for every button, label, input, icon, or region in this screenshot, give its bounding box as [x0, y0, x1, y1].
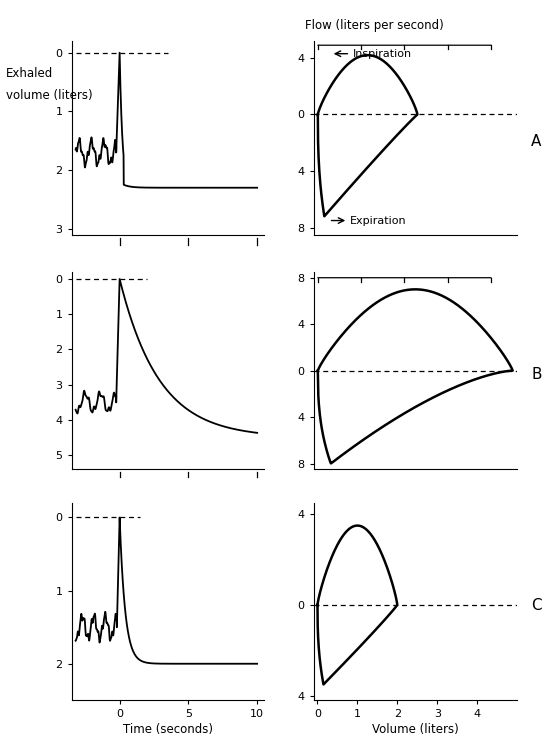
Text: Volume (liters): Volume (liters) [372, 723, 459, 736]
Text: A: A [531, 134, 542, 149]
Text: volume (liters): volume (liters) [6, 89, 92, 102]
Text: Expiration: Expiration [350, 215, 407, 226]
Text: B: B [531, 367, 542, 382]
Text: Inspiration: Inspiration [353, 48, 411, 59]
Text: Flow (liters per second): Flow (liters per second) [305, 19, 444, 31]
Text: C: C [531, 598, 542, 613]
Text: Exhaled: Exhaled [6, 67, 53, 80]
Text: Time (seconds): Time (seconds) [123, 723, 213, 736]
